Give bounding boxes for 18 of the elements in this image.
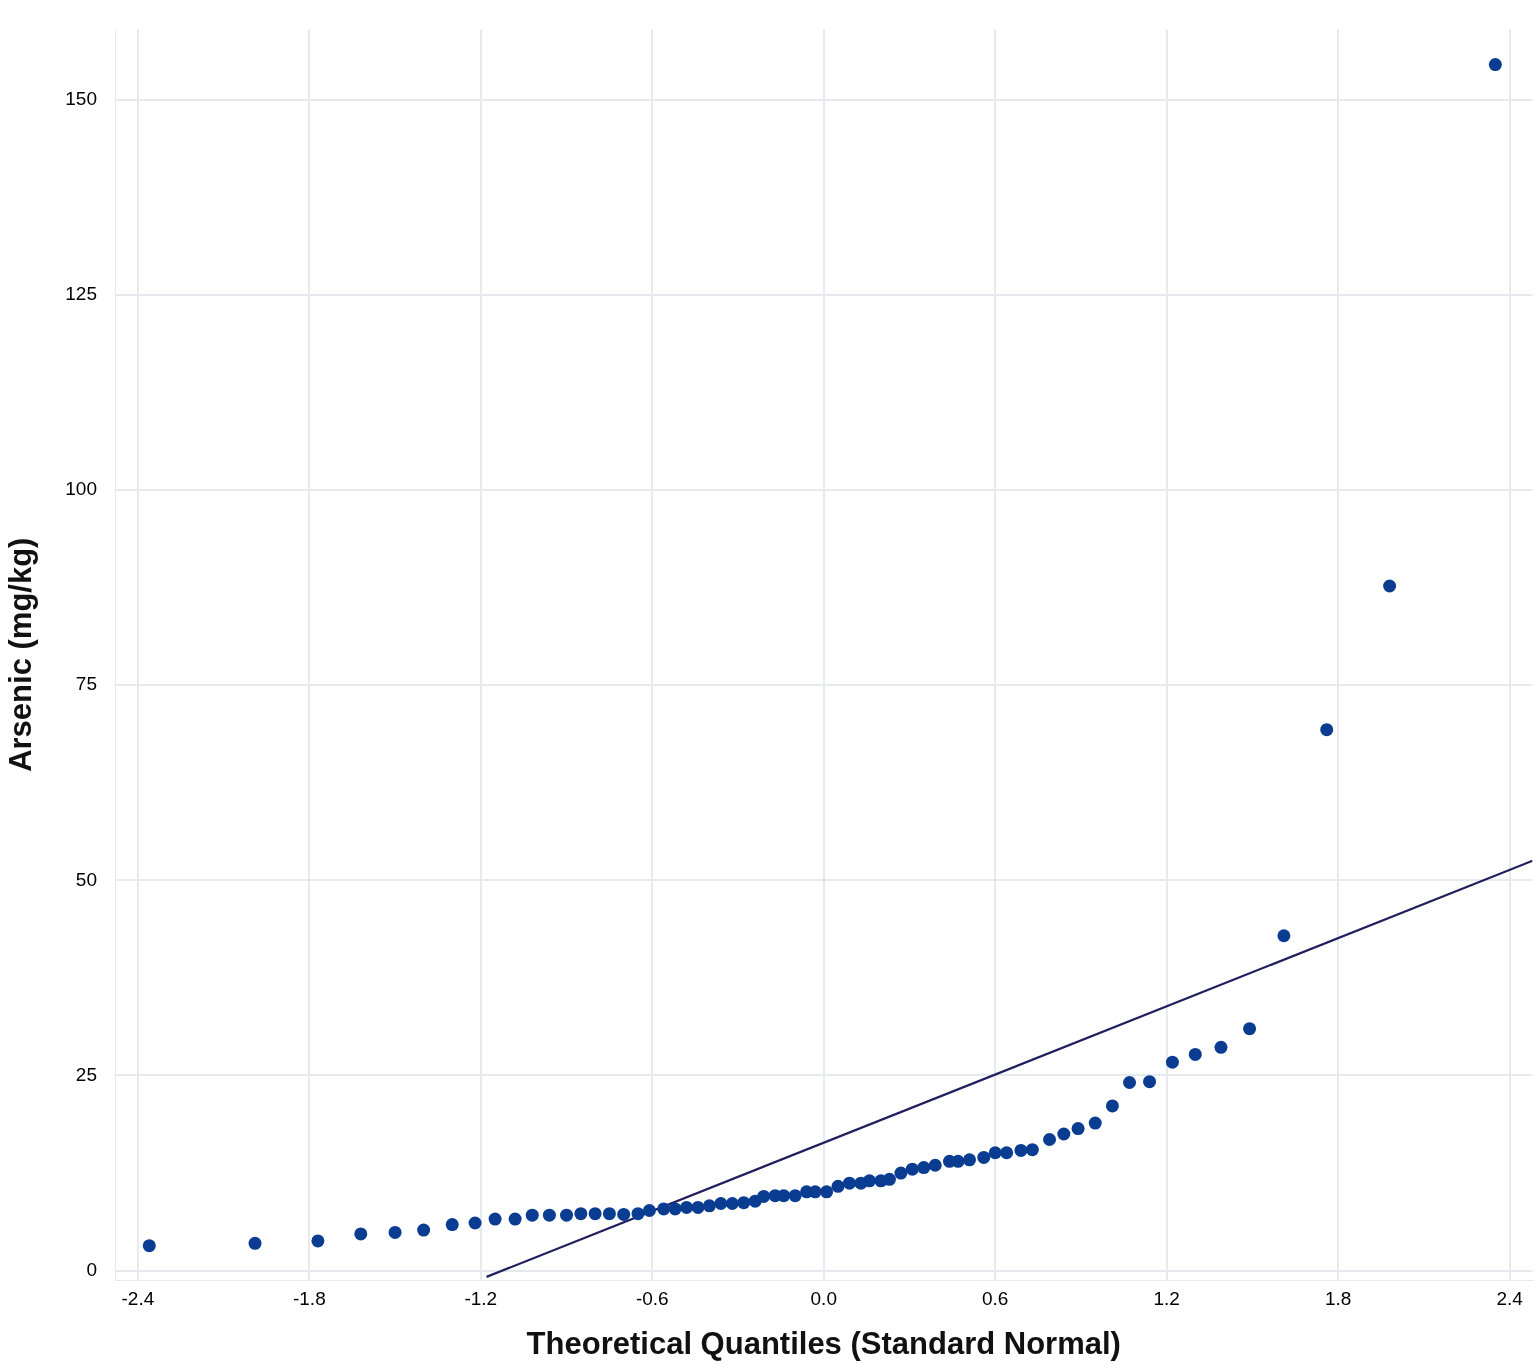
y-tick-label: 0 [86, 1258, 97, 1280]
x-axis-title: Theoretical Quantiles (Standard Normal) [526, 1325, 1121, 1361]
y-tick-label: 75 [75, 673, 97, 695]
y-axis-title: Arsenic (mg/kg) [3, 537, 39, 772]
x-tick-label: 0.6 [982, 1287, 1009, 1309]
y-tick-label: 150 [65, 87, 97, 109]
y-tick-label: 50 [75, 868, 97, 890]
x-tick-label: -2.4 [121, 1287, 155, 1309]
x-tick-label: 1.8 [1324, 1287, 1352, 1309]
x-tick-label: 2.4 [1496, 1287, 1524, 1309]
x-tick-label: -1.8 [292, 1287, 326, 1309]
x-tick-label: -1.2 [464, 1287, 498, 1309]
y-tick-label: 25 [75, 1063, 97, 1085]
y-tick-label: 100 [65, 478, 97, 500]
x-tick-label: 0.0 [810, 1287, 837, 1309]
x-tick-label: -0.6 [635, 1287, 669, 1309]
x-tick-label: 1.2 [1153, 1287, 1180, 1309]
y-tick-label: 125 [65, 283, 97, 305]
